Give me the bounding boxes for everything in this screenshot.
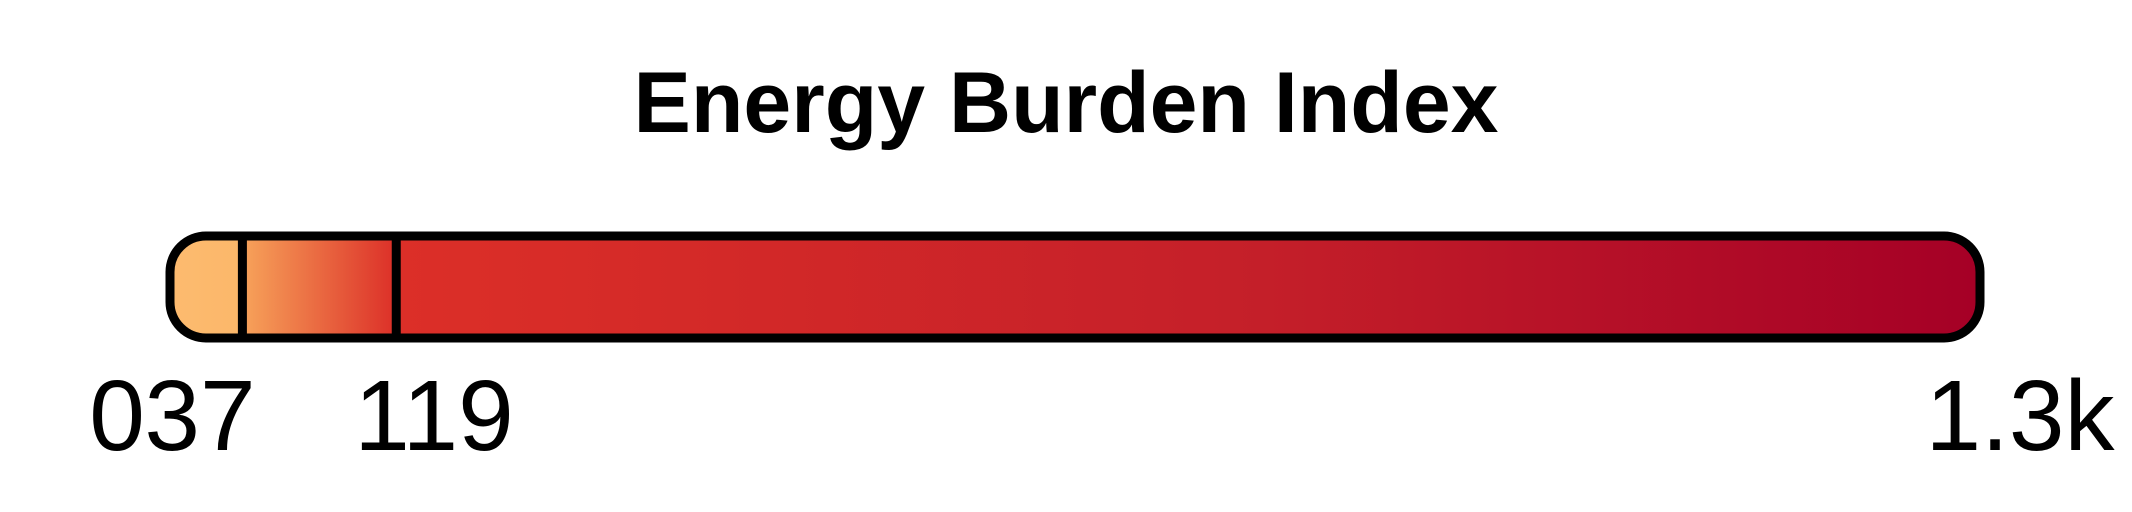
legend-title: Energy Burden Index [633,55,1499,151]
legend-segment-2 [242,236,397,338]
legend-tick-label-4: 1.3k [1925,360,2115,472]
legend-bar-outline [165,231,1985,343]
legend-segment-1 [170,236,243,338]
legend-segment-3 [396,236,1980,338]
legend-tick-label-2: 37 [144,360,255,472]
legend-tick-label-3: 119 [354,360,513,472]
legend-tick-label-1: 0 [89,360,145,472]
